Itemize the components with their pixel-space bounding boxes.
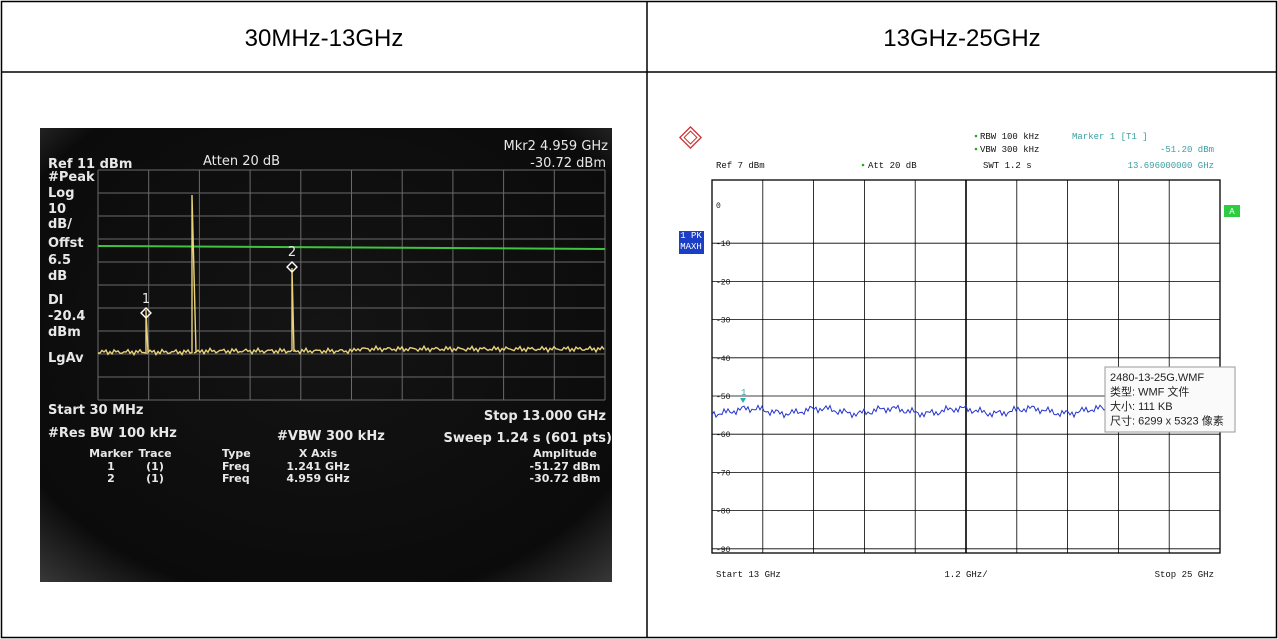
marker-label: 2 — [288, 245, 296, 260]
y-label: -40 — [716, 355, 731, 364]
y-label: -30 — [716, 317, 731, 326]
marker-table-cell: 2 — [107, 472, 115, 485]
marker-table-cell: 4.959 GHz — [286, 472, 349, 485]
side-label: dB/ — [48, 217, 72, 232]
rs-logo — [678, 125, 703, 150]
atten: Atten 20 dB — [203, 154, 280, 169]
side-label: Dl — [48, 293, 63, 308]
side-label: dBm — [48, 325, 81, 340]
tooltip-line: 类型: WMF 文件 — [1110, 385, 1189, 399]
ref-level: Ref 11 dBm — [48, 157, 132, 172]
rbw: RBW 100 kHz — [980, 132, 1039, 142]
header-cell: 30MHz-13GHz — [245, 25, 404, 52]
side-label: Log — [48, 186, 75, 201]
marker-symbol — [740, 398, 746, 403]
vbw: VBW 300 kHz — [980, 145, 1039, 155]
side-label: LgAv — [48, 351, 84, 366]
marker-table-cell: -30.72 dBm — [530, 472, 601, 485]
side-label: 6.5 — [48, 253, 71, 268]
trace-badge — [679, 231, 704, 254]
badge-text: MAXH — [680, 242, 702, 252]
stop: Stop 25 GHz — [1155, 570, 1214, 580]
tooltip-box — [1104, 366, 1236, 433]
marker-freq: 13.696000000 GHz — [1128, 161, 1214, 171]
att: Att 20 dB — [868, 161, 917, 171]
side-label: Offst — [48, 236, 84, 251]
stop: Stop 13.000 GHz — [484, 409, 606, 424]
y-label: -70 — [716, 469, 731, 478]
marker-title: Marker 1 [T1 ] — [1072, 132, 1148, 142]
tooltip-line: 2480-13-25G.WMF — [1110, 372, 1204, 384]
marker-table-cell: Freq — [222, 460, 250, 473]
screen-bg — [676, 125, 1240, 582]
marker-table-header: Trace — [138, 447, 171, 460]
marker-amplitude: -30.72 dBm — [530, 156, 606, 171]
side-label: #Peak — [48, 170, 95, 185]
start: Start 30 MHz — [48, 403, 144, 418]
y-label: -10 — [716, 240, 731, 249]
marker-table-cell: -51.27 dBm — [530, 460, 601, 473]
marker-amplitude: -51.20 dBm — [1160, 145, 1214, 155]
marker-diamond — [140, 307, 152, 319]
marker-diamond — [286, 261, 298, 273]
side-label: -20.4 — [48, 309, 85, 324]
trace — [711, 404, 1109, 419]
marker-table-cell: 1.241 GHz — [286, 460, 349, 473]
marker-table-cell: (1) — [146, 460, 164, 473]
tooltip-line: 尺寸: 6299 x 5323 像素 — [1110, 414, 1224, 428]
marker-table-cell: Freq — [222, 472, 250, 485]
left-screen: Mkr2 4.959 GHz -30.72 dBm Ref 11 dBm Att… — [40, 128, 612, 582]
y-label: -90 — [716, 546, 731, 555]
y-label: -50 — [716, 393, 731, 402]
span-div: 1.2 GHz/ — [944, 570, 987, 580]
trace — [98, 194, 605, 357]
marker-table-header: X Axis — [299, 447, 338, 460]
screen-bg — [40, 128, 612, 582]
marker-label: 1 — [741, 388, 746, 398]
badge-text: A — [1229, 207, 1235, 217]
y-label: -80 — [716, 508, 731, 517]
start: Start 13 GHz — [716, 570, 781, 580]
marker-table-cell: (1) — [146, 472, 164, 485]
side-label: 10 — [48, 202, 66, 217]
marker-table-cell: 1 — [107, 460, 115, 473]
right-screen: RBW 100 kHz Marker 1 [T1 ] VBW 300 kHz -… — [676, 125, 1240, 582]
y-label: 0 — [716, 202, 721, 211]
header-cell: 13GHz-25GHz — [883, 25, 1040, 52]
marker-table-header: Marker — [89, 447, 133, 460]
y-label: -60 — [716, 431, 731, 440]
marker-label: 1 — [142, 292, 150, 307]
ref-level: Ref 7 dBm — [716, 161, 765, 171]
side-label: dB — [48, 269, 67, 284]
coupling-mark — [974, 134, 978, 138]
display-line — [97, 245, 606, 250]
marker-table-header: Type — [222, 447, 251, 460]
marker-table-header: Amplitude — [533, 447, 597, 460]
tooltip-line: 大小: 111 KB — [1110, 399, 1173, 413]
a-badge — [1224, 205, 1240, 217]
res-bw: #Res BW 100 kHz — [48, 426, 177, 441]
swt: SWT 1.2 s — [983, 161, 1032, 171]
sweep: Sweep 1.24 s (601 pts) — [443, 431, 612, 446]
vbw: #VBW 300 kHz — [277, 429, 385, 444]
badge-text: 1 PK — [680, 231, 702, 241]
coupling-mark — [861, 163, 865, 167]
coupling-mark — [974, 147, 978, 151]
y-label: -20 — [716, 278, 731, 287]
marker-readout: Mkr2 4.959 GHz — [503, 139, 608, 154]
